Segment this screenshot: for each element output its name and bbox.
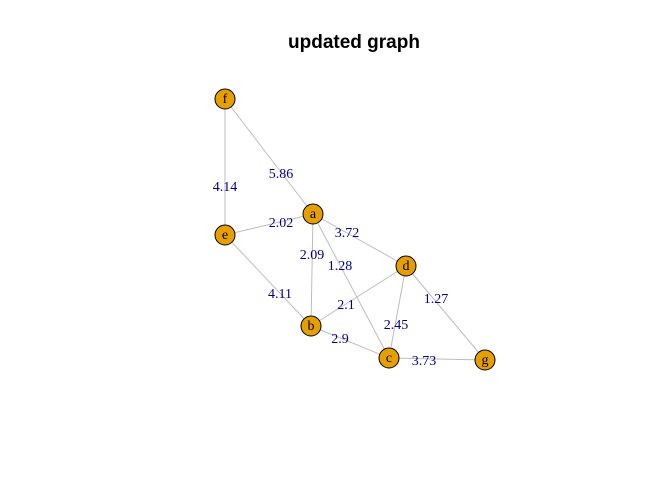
edge-a-c (312, 213, 390, 359)
edge-f-a (224, 98, 314, 215)
edge-labels-layer: 4.14 5.86 2.02 3.72 2.091.28 4.11 2.1 1.27 2.45 2… (213, 167, 449, 369)
edge-label-a-d: 3.72 (335, 226, 360, 241)
node-f (214, 88, 236, 110)
edge-label-e-a: 2.02 (269, 216, 294, 231)
edge-label-b-c: 2.9 (331, 332, 349, 347)
graph-title: updated graph (288, 32, 420, 53)
node-d (395, 255, 417, 277)
node-e (214, 224, 236, 246)
edge-e-b (224, 234, 312, 327)
node-label-e: e (222, 228, 228, 243)
node-a (302, 203, 324, 225)
edge-label-e-b: 4.11 (268, 287, 292, 302)
node-label-c: c (386, 351, 392, 366)
edge-label-d-g: 1.27 (424, 292, 449, 307)
node-label-a: a (310, 207, 317, 222)
node-b (300, 315, 322, 337)
node-label-f: f (223, 92, 228, 107)
edge-label-f-a: 5.86 (269, 167, 294, 182)
edge-b-d (310, 265, 407, 327)
nodes-layer: f e a d b c g (214, 88, 496, 371)
node-g (474, 349, 496, 371)
node-label-d: d (403, 259, 410, 274)
edge-label-c-g: 3.73 (412, 354, 437, 369)
node-label-b: b (308, 319, 315, 334)
edge-a-d (312, 213, 407, 267)
edge-d-c (388, 265, 407, 359)
edge-label-a-b: 2.09 (300, 248, 325, 263)
edge-b-c (310, 325, 390, 359)
edge-label-b-d: 2.1 (337, 298, 355, 313)
edge-a-b (310, 213, 314, 327)
edge-e-a (224, 213, 314, 236)
edge-d-g (405, 265, 486, 361)
edges-layer (224, 98, 486, 361)
edge-label-f-e: 4.14 (213, 180, 238, 195)
edge-label-d-c: 2.45 (384, 318, 409, 333)
node-label-g: g (482, 353, 489, 368)
edge-c-g (388, 357, 486, 361)
edge-label-a-c: 1.28 (328, 259, 353, 274)
node-c (378, 347, 400, 369)
